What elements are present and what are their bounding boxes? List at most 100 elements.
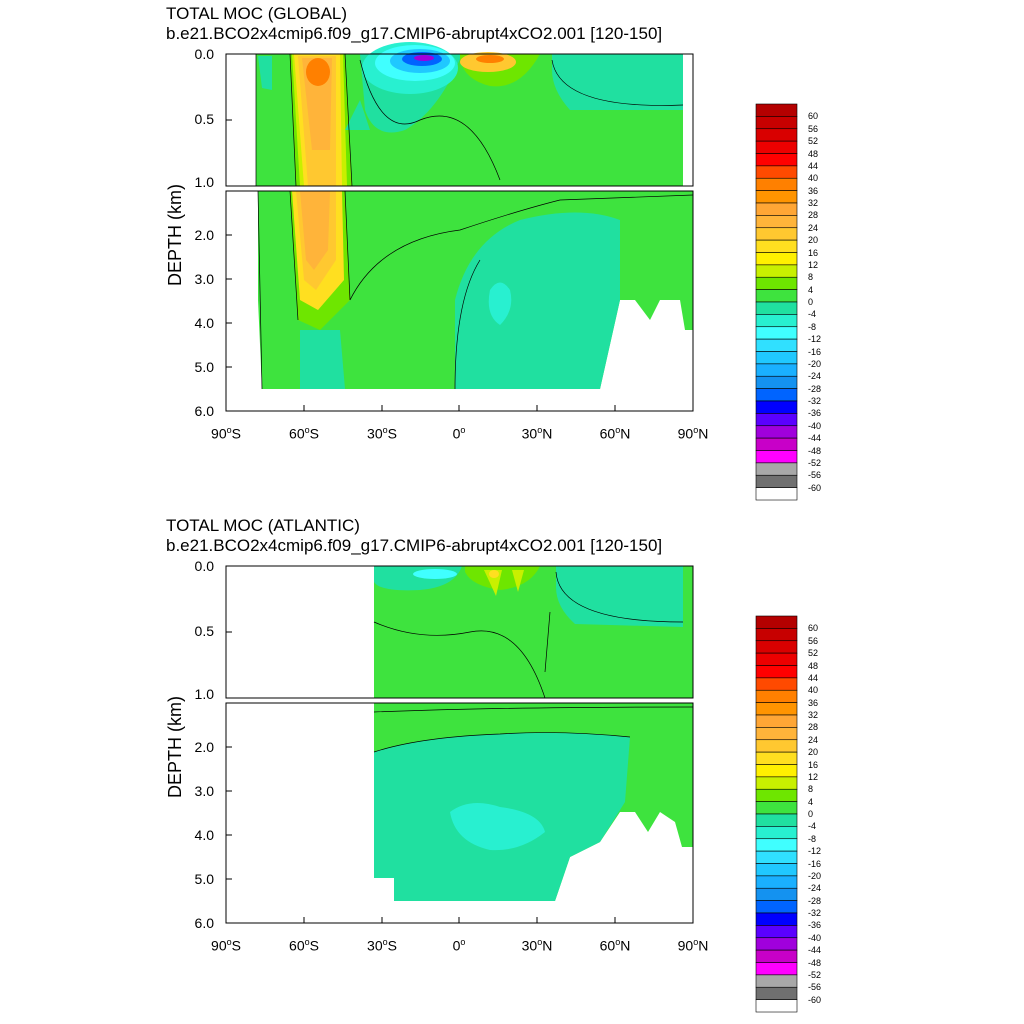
- colorbar-label: -52: [808, 969, 822, 980]
- colorbar-label: 56: [808, 123, 819, 134]
- colorbar-label: -56: [808, 470, 822, 481]
- colorbar-swatch: [755, 615, 798, 629]
- upper-plot: [225, 42, 694, 187]
- colorbar-label: -52: [808, 457, 822, 468]
- colorbar-swatch: [755, 400, 798, 414]
- y-tick-label: 3.0: [194, 271, 214, 287]
- colorbar-swatch: [755, 937, 798, 951]
- y-tick-label: 0.0: [194, 46, 214, 62]
- x-ticks: [225, 917, 694, 923]
- colorbar-label: -48: [808, 445, 822, 456]
- colorbar-label: -28: [808, 383, 822, 394]
- colorbar-label: 32: [808, 710, 819, 720]
- lower-aabw-neg: [300, 330, 345, 389]
- colorbar-swatch: [755, 999, 798, 1013]
- colorbar-swatch: [755, 413, 798, 427]
- y-tick-label: 6.0: [194, 403, 214, 419]
- colorbar-swatch: [755, 326, 798, 340]
- colorbar-swatch: [755, 640, 798, 654]
- colorbar-label: -16: [808, 858, 822, 869]
- nh-neg-region: [556, 566, 683, 627]
- colorbar-swatch: [755, 301, 798, 315]
- colorbar-label: -32: [808, 396, 822, 406]
- y-axis-label: DEPTH (km): [165, 696, 185, 798]
- colorbar-swatch: [755, 900, 798, 914]
- colorbar-label: -48: [808, 957, 822, 968]
- x-tick-label: 0o: [452, 425, 466, 442]
- y-tick-label: 2.0: [194, 227, 214, 243]
- colorbar-swatch: [755, 764, 798, 778]
- colorbar-label: -56: [808, 982, 822, 993]
- colorbar-swatch: [755, 462, 798, 476]
- colorbar-swatch: [755, 202, 798, 216]
- chart-title: TOTAL MOC (GLOBAL): [166, 4, 348, 23]
- colorbar-label: -12: [808, 846, 822, 857]
- colorbar-swatch: [755, 677, 798, 691]
- chart-subtitle: b.e21.BCO2x4cmip6.f09_g17.CMIP6-abrupt4x…: [166, 24, 663, 43]
- colorbar-swatch: [755, 153, 798, 167]
- so-cell-core: [306, 58, 330, 86]
- global-contour-plot: [225, 42, 798, 501]
- y-tick-label: 2.0: [194, 739, 214, 755]
- colorbar-label: 48: [808, 148, 819, 159]
- colorbar-swatch: [755, 652, 798, 666]
- x-tick-label: 90oN: [677, 937, 709, 954]
- nh-tropical-pos-core: [476, 55, 504, 63]
- colorbar-label: -24: [808, 883, 822, 894]
- y-tick-label: 0.5: [194, 111, 214, 127]
- colorbar-swatch: [755, 363, 798, 377]
- lower-so-cell-28: [300, 191, 330, 270]
- y-tick-label: 1.0: [194, 174, 214, 190]
- lower-plot: [225, 702, 694, 924]
- tropical-neg-core: [414, 55, 434, 61]
- colorbar-label: 40: [808, 685, 819, 696]
- colorbar-label: -4: [808, 821, 817, 832]
- colorbar-label: 12: [808, 771, 819, 782]
- colorbar-swatch: [755, 665, 798, 679]
- global-moc-panel: TOTAL MOC (GLOBAL) b.e21.BCO2x4cmip6.f09…: [165, 4, 822, 501]
- y-tick-label: 4.0: [194, 315, 214, 331]
- colorbar-label: 20: [808, 747, 819, 758]
- colorbar-label: 16: [808, 759, 819, 770]
- lower-neg-eight-blob: [450, 803, 545, 851]
- colorbar-label: 48: [808, 660, 819, 671]
- colorbar-label: -60: [808, 994, 822, 1005]
- colorbar-label: 8: [808, 272, 814, 283]
- colorbar-label: 24: [808, 734, 819, 745]
- colorbar-label: 28: [808, 210, 819, 221]
- colorbar-swatch: [755, 850, 798, 864]
- colorbar-swatch: [755, 949, 798, 963]
- upper-contours: [373, 571, 684, 699]
- x-ticks: [225, 405, 694, 411]
- colorbar-label: -40: [808, 420, 822, 431]
- x-tick-label: 90oN: [677, 425, 709, 442]
- x-tick-label: 60oN: [599, 937, 631, 954]
- x-tick-label: 0o: [452, 937, 466, 954]
- colorbar-swatch: [755, 751, 798, 765]
- colorbar-label: -28: [808, 895, 822, 906]
- x-tick-label: 30oN: [521, 937, 553, 954]
- atlantic-contour-plot: [225, 565, 798, 1013]
- colorbar-swatch: [755, 375, 798, 389]
- colorbar-label: 12: [808, 259, 819, 270]
- colorbar-label: 20: [808, 235, 819, 246]
- nh-neg-region: [552, 54, 683, 110]
- lower-neg-cell-blob: [488, 282, 512, 325]
- colorbar-swatch: [755, 863, 798, 877]
- colorbar-swatch: [755, 177, 798, 191]
- colorbar-label: -4: [808, 309, 817, 320]
- x-tick-label: 60oN: [599, 425, 631, 442]
- colorbar: [755, 615, 798, 1013]
- colorbar-label: 0: [808, 297, 814, 307]
- lower-contours: [373, 706, 694, 753]
- colorbar-label: 52: [808, 136, 819, 147]
- colorbar-label: 52: [808, 648, 819, 659]
- colorbar-label: -40: [808, 932, 822, 943]
- upper-contours: [255, 53, 684, 187]
- x-tick-label: 30oN: [521, 425, 553, 442]
- colorbar-swatch: [755, 875, 798, 889]
- y-ticks: [226, 53, 232, 368]
- colorbar-swatch: [755, 264, 798, 278]
- colorbar-swatch: [755, 628, 798, 642]
- chart-title: TOTAL MOC (ATLANTIC): [166, 516, 360, 535]
